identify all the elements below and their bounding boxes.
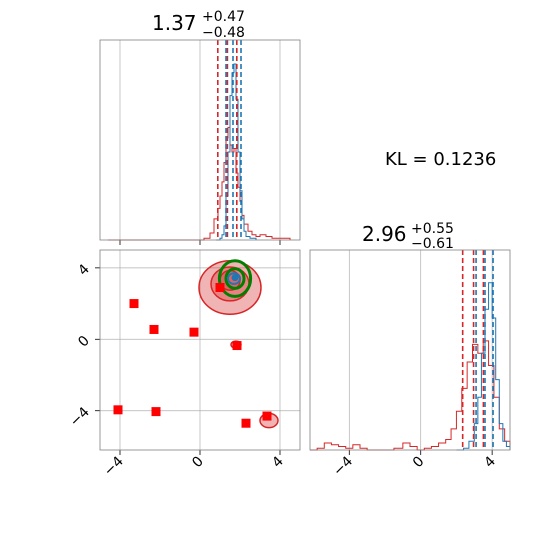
top-frame xyxy=(99,39,301,241)
joint-tick-label-y: −4 xyxy=(67,404,93,430)
joint-tick-label-x: 4 xyxy=(269,453,287,471)
kl-annotation: KL = 0.1236 xyxy=(385,149,496,170)
joint-square-marker xyxy=(149,324,159,334)
joint-blue-point xyxy=(231,274,239,282)
joint-scatter-panel: −4 0 4 −4 0 4 xyxy=(67,249,301,479)
joint-square-marker xyxy=(129,299,139,309)
top-title-lower-error: −0.48 xyxy=(202,25,245,41)
top-marginal-panel: 1.37 +0.47 −0.48 xyxy=(99,9,301,245)
joint-tick-label-x: −4 xyxy=(101,453,127,479)
top-hist-red xyxy=(108,126,291,241)
joint-contour-line-5 xyxy=(217,259,253,298)
right-tick-label-x: 4 xyxy=(481,453,499,471)
right-tick-label-x: −4 xyxy=(330,453,356,479)
joint-contour-line-7 xyxy=(227,272,241,285)
joint-tick-label-y: 4 xyxy=(75,261,93,279)
joint-square-marker xyxy=(113,405,123,415)
joint-tick-label-y: 0 xyxy=(75,333,93,351)
joint-square-marker xyxy=(262,411,272,421)
right-hist-blue xyxy=(456,282,511,451)
joint-square-marker xyxy=(189,327,199,337)
joint-contour-line-6 xyxy=(224,267,246,290)
top-hist-blue xyxy=(216,63,257,241)
right-marginal-title: 2.96 +0.55 −0.61 xyxy=(362,221,454,252)
top-title-upper-error: +0.47 xyxy=(202,9,245,25)
right-frame xyxy=(309,249,511,451)
right-title-value: 2.96 xyxy=(362,222,407,246)
right-marginal-panel: 2.96 +0.55 −0.61 −4 0 4 xyxy=(309,221,511,479)
joint-square-marker xyxy=(232,341,242,351)
joint-square-marker xyxy=(151,407,161,417)
right-hist-red xyxy=(310,340,511,451)
top-marginal-title: 1.37 +0.47 −0.48 xyxy=(152,9,245,41)
right-title-upper-error: +0.55 xyxy=(411,221,454,237)
right-title-lower-error: −0.61 xyxy=(411,236,454,252)
top-title-value: 1.37 xyxy=(152,11,197,35)
joint-frame xyxy=(99,249,301,451)
joint-tick-label-x: 0 xyxy=(189,454,207,472)
joint-square-marker xyxy=(241,418,251,428)
joint-square-marker xyxy=(215,283,225,292)
right-tick-label-x: 0 xyxy=(410,454,428,472)
